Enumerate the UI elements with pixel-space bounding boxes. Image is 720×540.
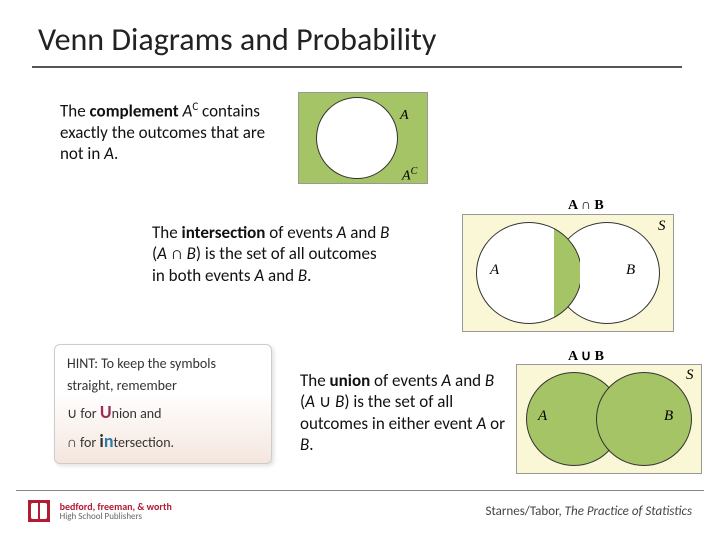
hint-line-1: HINT: To keep the symbols straight, reme…: [67, 353, 259, 398]
hint-line-3: ∩ for intersection.: [67, 427, 259, 456]
intersection-text: The intersection of events A and B (A ∩ …: [152, 222, 392, 286]
footer-rule: [16, 490, 704, 491]
intersection-lens: [554, 222, 580, 322]
complement-label-Ac: AC: [402, 166, 417, 185]
slide: Venn Diagrams and Probability The comple…: [0, 0, 720, 540]
intersection-figure: A B S: [462, 214, 672, 330]
hint-box: HINT: To keep the symbols straight, reme…: [54, 344, 272, 464]
union-circle-B: [596, 372, 692, 466]
complement-circle-A: [316, 97, 398, 179]
union-figure: A B S: [516, 364, 700, 472]
complement-label-A: A: [400, 108, 409, 124]
complement-figure: A AC: [298, 92, 426, 182]
hint-line-2: ∪ for Union and: [67, 398, 259, 427]
intersection-label-B: B: [626, 262, 635, 279]
union-label-S: S: [686, 367, 694, 384]
complement-text: The complement AC contains exactly the o…: [60, 100, 280, 164]
intersection-caption: A ∩ B: [568, 198, 604, 214]
publisher-brand: bedford, freeman, & worth High School Pu…: [60, 501, 172, 522]
publisher-mark-icon: [28, 500, 50, 522]
slide-title: Venn Diagrams and Probability: [38, 20, 436, 59]
footer-credit: Starnes/Tabor, The Practice of Statistic…: [486, 504, 693, 519]
publisher-logo: bedford, freeman, & worth High School Pu…: [28, 500, 248, 522]
intersection-label-A: A: [490, 262, 499, 279]
title-underline: [32, 66, 682, 68]
publisher-subtitle: High School Publishers: [60, 512, 172, 522]
intersection-label-S: S: [658, 218, 666, 235]
union-label-A: A: [538, 408, 547, 425]
union-label-B: B: [664, 408, 673, 425]
union-caption: A ∪ B: [568, 348, 604, 365]
union-text: The union of events A and B (A ∪ B) is t…: [300, 370, 510, 455]
